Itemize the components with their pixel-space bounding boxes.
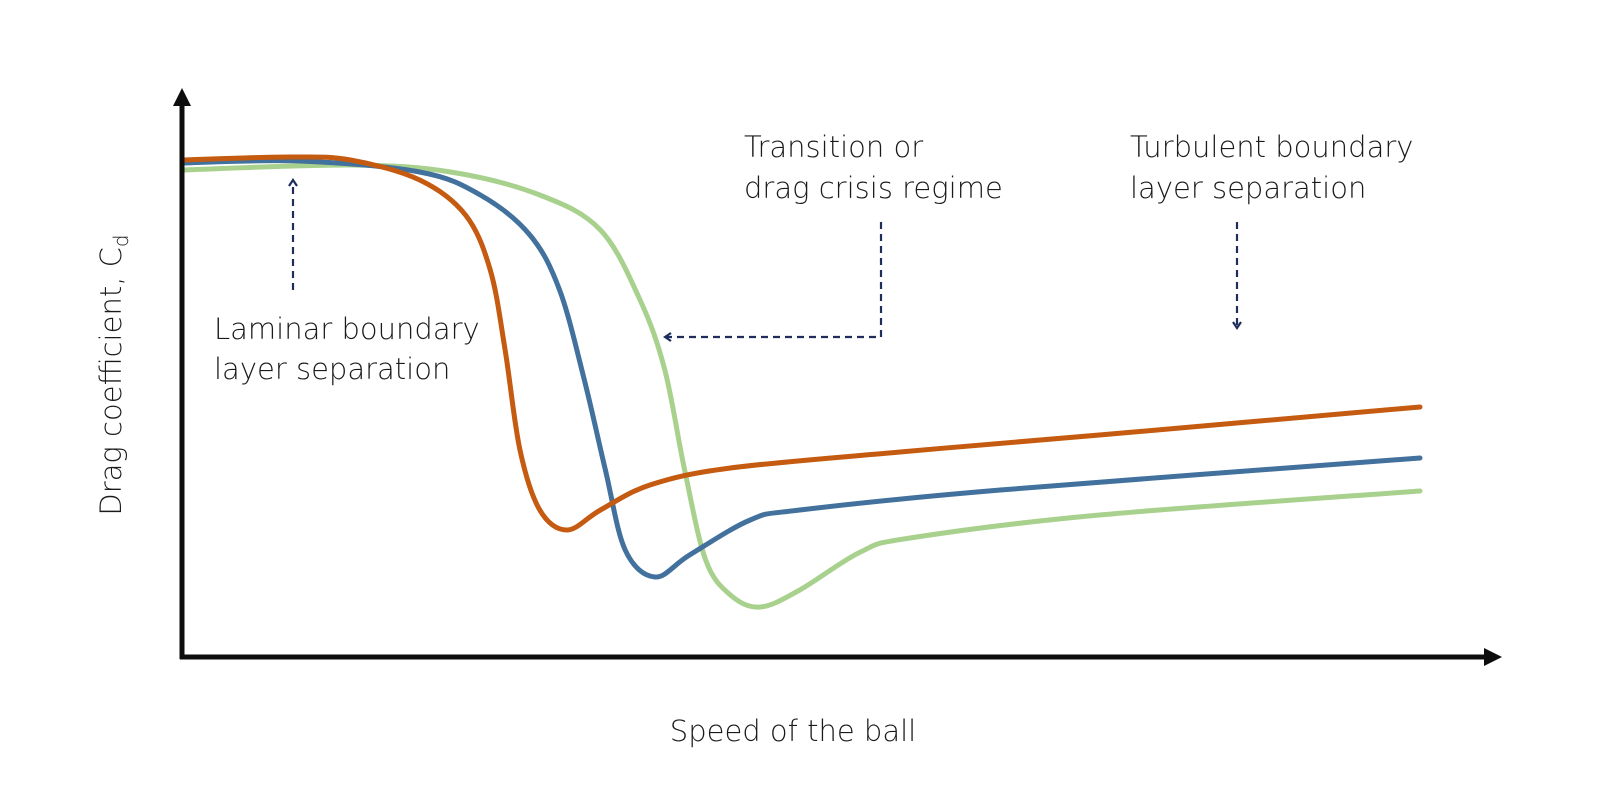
- transition-arrow: [663, 222, 883, 342]
- laminar-label-line2: layer separation: [214, 352, 450, 386]
- x-axis-label: Speed of the ball: [670, 714, 916, 748]
- transition-label-line1: Transition or: [744, 130, 923, 164]
- series-line-1: [179, 154, 1423, 533]
- series-line-3: [179, 162, 1423, 610]
- x-axis-arrowhead: [1484, 648, 1502, 666]
- y-axis-label: Drag coefficient, Cd: [94, 234, 133, 515]
- turbulent-label-line2: layer separation: [1130, 171, 1366, 205]
- y-axis-label-subscript: d: [109, 234, 133, 247]
- turbulent-label-line1: Turbulent boundary: [1130, 130, 1413, 164]
- y-axis-label-main: Drag coefficient, C: [94, 247, 128, 516]
- laminar-label-line1: Laminar boundary: [214, 312, 480, 346]
- series-layer: [179, 154, 1423, 610]
- series-line-2: [179, 158, 1423, 580]
- transition-label-line2: drag crisis regime: [744, 171, 1003, 205]
- y-axis-arrowhead: [173, 88, 191, 106]
